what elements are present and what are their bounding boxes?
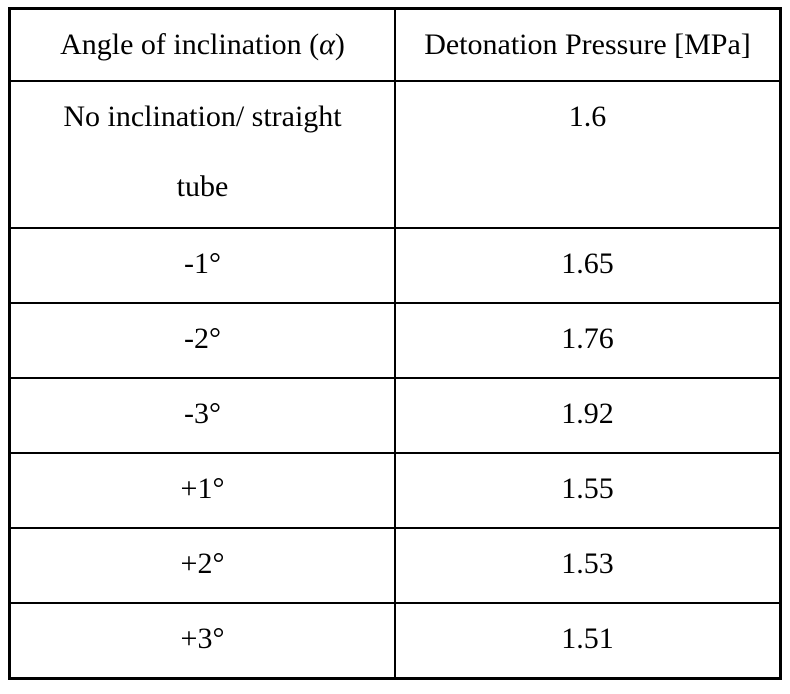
pressure-cell: 1.6 — [394, 80, 782, 229]
angle-cell: No inclination/ straight tube — [8, 80, 396, 229]
alpha-symbol: α — [319, 28, 335, 61]
pressure-header-cell: Detonation Pressure [MPa] — [394, 7, 782, 82]
angle-header-cell: Angle of inclination (α) — [8, 7, 396, 82]
table-header-row: Angle of inclination (α) Detonation Pres… — [8, 7, 782, 82]
table-row: -1° 1.65 — [8, 227, 782, 304]
angle-value-line1: No inclination/ straight — [63, 100, 342, 133]
angle-header-label: Angle of inclination (α) — [60, 28, 345, 61]
pressure-cell: 1.51 — [394, 602, 782, 679]
pressure-cell: 1.65 — [394, 227, 782, 304]
table-row: -2° 1.76 — [8, 302, 782, 379]
table-row: -3° 1.92 — [8, 377, 782, 454]
table-row: +3° 1.51 — [8, 602, 782, 679]
pressure-cell: 1.55 — [394, 452, 782, 529]
angle-value-line2: tube — [176, 170, 229, 203]
pressure-cell: 1.92 — [394, 377, 782, 454]
angle-cell: +3° — [8, 602, 396, 679]
table-row: +1° 1.55 — [8, 452, 782, 529]
angle-cell: -3° — [8, 377, 396, 454]
table-row: No inclination/ straight tube 1.6 — [8, 80, 782, 229]
pressure-cell: 1.53 — [394, 527, 782, 604]
angle-cell: +1° — [8, 452, 396, 529]
pressure-header-label: Detonation Pressure [MPa] — [424, 28, 751, 61]
table-row: +2° 1.53 — [8, 527, 782, 604]
angle-cell: -1° — [8, 227, 396, 304]
angle-cell: +2° — [8, 527, 396, 604]
detonation-pressure-table: Angle of inclination (α) Detonation Pres… — [8, 7, 782, 680]
angle-cell: -2° — [8, 302, 396, 379]
pressure-cell: 1.76 — [394, 302, 782, 379]
